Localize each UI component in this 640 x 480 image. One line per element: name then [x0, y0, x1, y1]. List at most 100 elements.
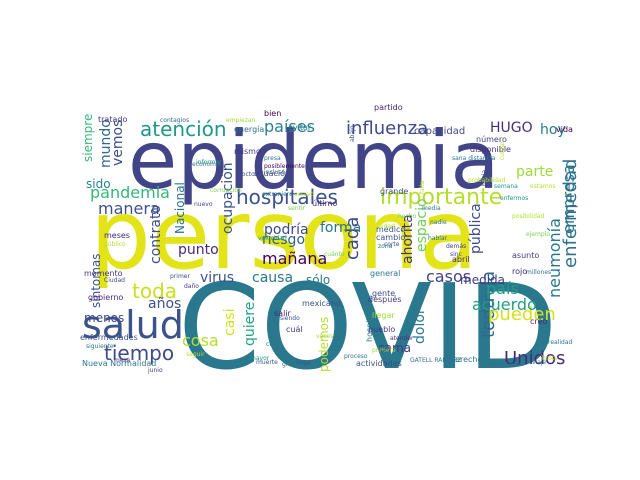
cloud-word: capacidad — [414, 126, 465, 137]
cloud-word: grave — [282, 361, 300, 368]
cloud-word: medida — [460, 273, 505, 287]
cloud-word: toda — [132, 279, 177, 303]
cloud-word: abril — [452, 255, 470, 264]
cloud-word: Ciudad — [104, 277, 125, 284]
cloud-word: llega — [296, 359, 311, 366]
cloud-word: estamos — [530, 183, 556, 190]
cloud-word: mayor — [250, 355, 270, 362]
cloud-word: falta — [419, 180, 426, 194]
cloud-word: junio — [147, 367, 163, 374]
cloud-word: semana — [494, 183, 518, 190]
cloud-word: neumonía — [545, 218, 564, 298]
cloud-word: primera — [372, 347, 396, 354]
cloud-word: parte — [516, 164, 553, 180]
cloud-word: nuevo — [194, 201, 213, 208]
cloud-word: cuidar — [499, 141, 506, 160]
cloud-word: brote — [542, 355, 558, 362]
cloud-word: Unidos — [504, 348, 565, 369]
cloud-word: bien — [264, 109, 281, 118]
cloud-word: probabilidad — [468, 177, 506, 184]
cloud-word: siempre — [81, 114, 95, 162]
cloud-word: virus — [200, 270, 234, 286]
cloud-word: público — [104, 241, 126, 248]
cloud-word: persona — [90, 179, 478, 291]
cloud-word: países — [264, 117, 315, 136]
cloud-word: salir — [274, 309, 292, 318]
cloud-word: proceso — [344, 353, 368, 360]
cloud-word: punto — [178, 242, 219, 258]
cloud-word: último — [312, 199, 337, 208]
cloud-word: causa — [252, 270, 293, 286]
cloud-word: incluso — [264, 169, 285, 176]
cloud-word: empiezan — [226, 117, 256, 124]
cloud-word: actividades — [356, 359, 402, 368]
cloud-word: cuál — [286, 325, 303, 334]
cloud-word: gobierno — [88, 293, 123, 302]
cloud-word: hoy — [540, 122, 566, 138]
cloud-word: ejemplo — [526, 231, 550, 238]
cloud-word: pública — [468, 203, 484, 254]
cloud-word: posibilidad — [512, 213, 545, 220]
cloud-word: tiempo — [104, 341, 174, 365]
cloud-word: hospitalaria — [365, 295, 374, 342]
cloud-word: COVID — [178, 258, 558, 396]
cloud-word: enfermedades — [80, 333, 138, 342]
cloud-word: primer — [170, 273, 190, 280]
cloud-word: momento — [84, 269, 123, 278]
cloud-word: HUGO — [490, 120, 533, 136]
cloud-word: mismo — [234, 147, 261, 156]
cloud-word: mesa — [114, 357, 131, 364]
cloud-word: situación — [254, 168, 290, 178]
cloud-word: mexicano — [302, 299, 341, 308]
cloud-word: casos — [426, 267, 471, 286]
cloud-word: atención — [140, 117, 227, 141]
cloud-word: atender — [390, 335, 414, 342]
cloud-word: influenza — [346, 118, 428, 139]
cloud-word: energía — [234, 125, 264, 134]
cloud-word: sido — [86, 177, 111, 191]
cloud-word: meses — [104, 231, 130, 240]
cloud-word: hacia — [481, 170, 488, 186]
cloud-word: muerte — [256, 359, 278, 366]
cloud-word: creo — [530, 317, 547, 326]
cloud-word: forma — [320, 220, 361, 236]
cloud-word: contagios — [160, 117, 189, 124]
cloud-word: rojo — [512, 267, 527, 276]
cloud-word: corrupción — [210, 187, 242, 194]
cloud-word: cambio — [376, 233, 405, 242]
cloud-word: cama — [378, 341, 411, 355]
cloud-word: hospitales — [236, 185, 338, 209]
cloud-word: porque — [443, 323, 450, 344]
cloud-word: contrato — [148, 205, 164, 264]
cloud-word: demás — [446, 243, 466, 250]
cloud-word: cuánto — [324, 251, 345, 258]
cloud-word: país — [486, 279, 519, 298]
cloud-word: podría — [264, 222, 309, 238]
cloud-word: veces — [316, 333, 333, 340]
cloud-word: curva — [266, 341, 283, 348]
cloud-word: menos — [84, 311, 124, 325]
cloud-word: pandemia — [90, 183, 170, 202]
cloud-word: años — [148, 296, 181, 312]
cloud-word: sinc — [450, 251, 462, 258]
cloud-word: síntomas — [89, 253, 103, 308]
cloud-word: Nueva Normalidad — [82, 359, 156, 368]
cloud-word: extranjero — [262, 191, 293, 198]
cloud-word: posiblemente — [264, 163, 305, 170]
cloud-word: abajo — [349, 125, 356, 142]
cloud-word: hecho — [398, 213, 417, 220]
cloud-word: empresa — [559, 164, 578, 234]
cloud-word: médico — [376, 224, 405, 234]
cloud-word: número — [476, 135, 507, 144]
cloud-word: GATELL RAMÍREZ — [410, 357, 461, 364]
cloud-word: después — [368, 294, 401, 304]
cloud-word: seguir — [186, 351, 205, 358]
cloud-word: sana distancia — [452, 155, 496, 162]
cloud-word: pueblo — [368, 325, 395, 334]
cloud-word: ahorita — [400, 214, 416, 264]
cloud-word: sentir — [288, 205, 306, 212]
cloud-word: espacio — [414, 198, 430, 252]
cloud-word: doctor — [238, 171, 258, 178]
cloud-word: quiere — [242, 302, 258, 346]
